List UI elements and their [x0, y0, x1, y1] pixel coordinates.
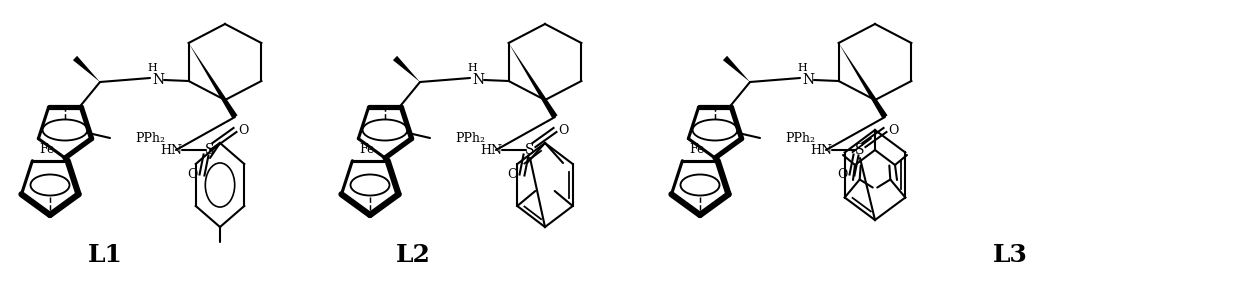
Text: PPh₂: PPh₂ [785, 132, 815, 144]
Text: S: S [856, 143, 864, 157]
Text: Fe: Fe [360, 143, 374, 156]
Text: H: H [467, 63, 477, 73]
Text: O: O [238, 124, 248, 137]
Text: L2: L2 [396, 243, 430, 267]
Text: PPh₂: PPh₂ [135, 132, 165, 144]
Polygon shape [188, 43, 238, 119]
Text: L3: L3 [992, 243, 1028, 267]
Text: O: O [558, 124, 568, 137]
Polygon shape [393, 56, 420, 82]
Text: HN: HN [480, 144, 502, 157]
Text: N: N [472, 73, 484, 87]
Text: Fe: Fe [40, 143, 55, 156]
Text: H: H [797, 63, 807, 73]
Text: O: O [187, 169, 197, 182]
Polygon shape [508, 43, 558, 119]
Text: O: O [888, 124, 898, 137]
Polygon shape [723, 56, 750, 82]
Polygon shape [838, 43, 888, 119]
Polygon shape [73, 56, 100, 82]
Text: Fe: Fe [689, 143, 704, 156]
Text: S: S [526, 143, 534, 157]
Text: O: O [837, 169, 847, 182]
Text: S: S [206, 143, 215, 157]
Text: L1: L1 [88, 243, 123, 267]
Text: H: H [148, 63, 157, 73]
Text: O: O [507, 169, 517, 182]
Text: PPh₂: PPh₂ [455, 132, 485, 144]
Text: HN: HN [810, 144, 832, 157]
Text: N: N [802, 73, 815, 87]
Text: N: N [153, 73, 164, 87]
Text: HN: HN [160, 144, 182, 157]
